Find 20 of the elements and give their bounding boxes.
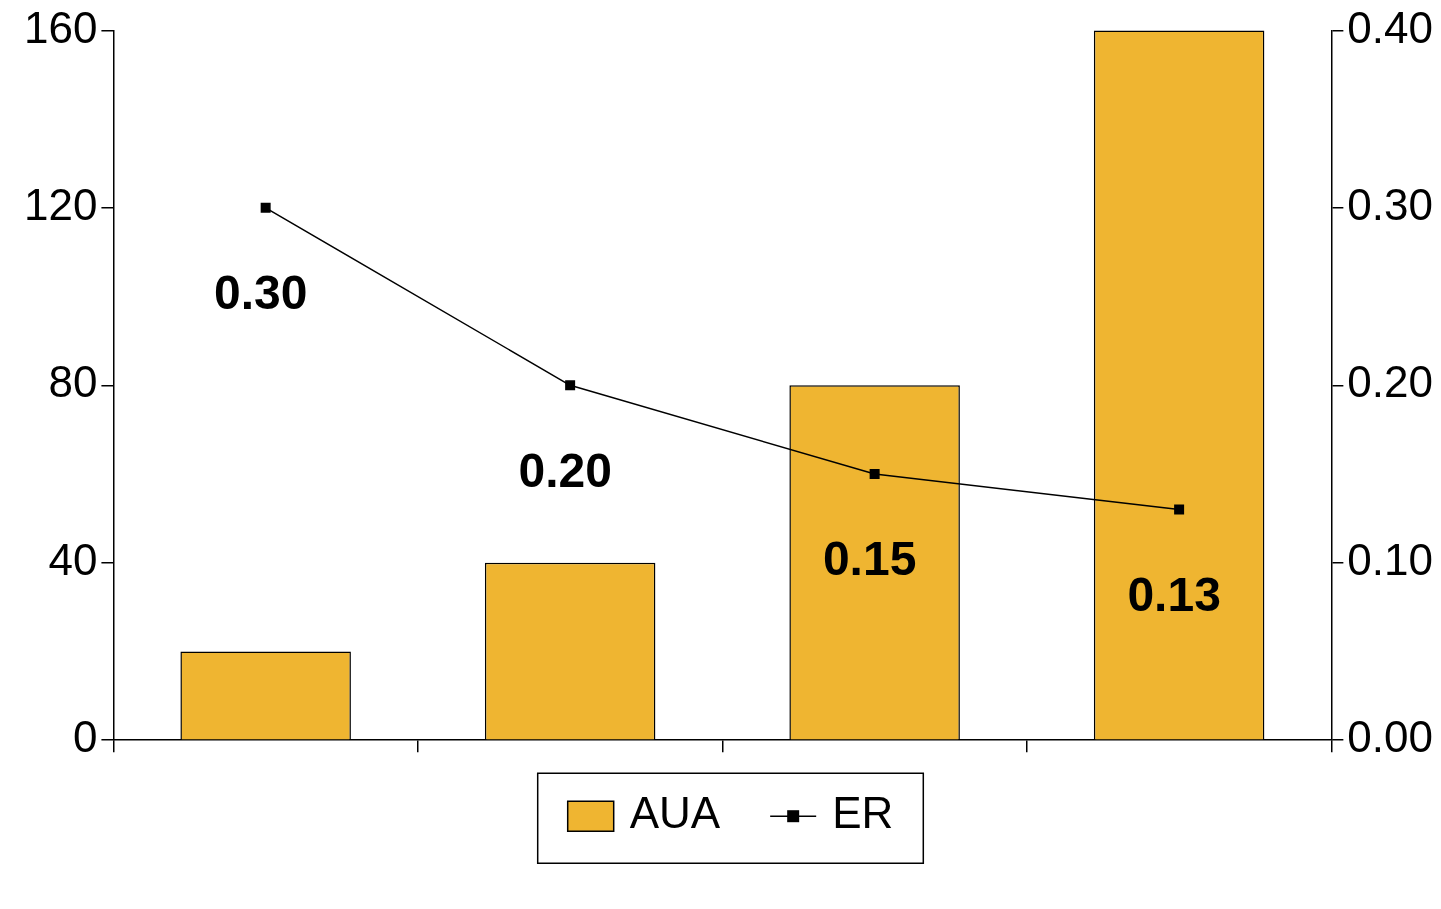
y2-tick-label: 0.00 — [1347, 712, 1433, 762]
point — [869, 469, 880, 480]
point — [565, 380, 576, 391]
y-tick-label: 80 — [48, 357, 98, 407]
data-label: 0.15 — [822, 532, 917, 586]
y-tick-label: 120 — [23, 179, 98, 229]
data-label: 0.20 — [518, 443, 612, 497]
y2-tick-label: 0.30 — [1347, 179, 1433, 229]
y2-tick-label: 0.40 — [1347, 2, 1433, 52]
legend-label: ER — [832, 788, 894, 838]
data-label: 0.30 — [213, 266, 308, 320]
data-label: 0.13 — [1127, 567, 1221, 621]
y-tick-label: 40 — [48, 534, 98, 584]
y-tick-label: 0 — [72, 712, 98, 762]
y2-tick-label: 0.10 — [1347, 534, 1433, 584]
legend-label: AUA — [629, 788, 721, 838]
y2-tick-label: 0.20 — [1347, 357, 1433, 407]
y-tick-label: 160 — [23, 2, 98, 52]
point — [260, 202, 271, 213]
point — [1174, 504, 1185, 515]
